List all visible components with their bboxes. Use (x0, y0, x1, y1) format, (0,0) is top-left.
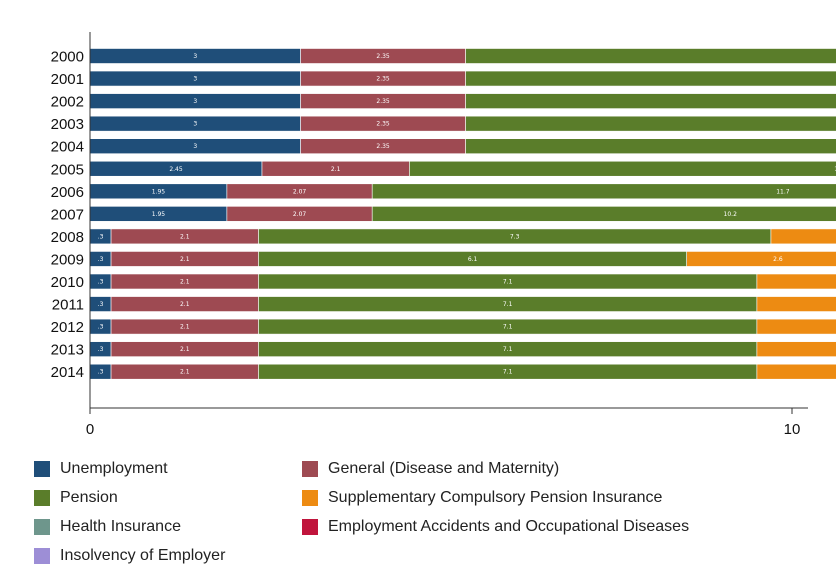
legend-item: Employment Accidents and Occupational Di… (302, 515, 689, 539)
data-label: 3 (193, 76, 197, 83)
data-label: 11.7 (776, 188, 790, 195)
category-label: 2011 (52, 297, 84, 314)
data-label: 2.07 (293, 211, 307, 218)
bar-segment (686, 251, 836, 267)
data-label: 7.3 (510, 233, 520, 240)
data-label: 7.1 (503, 346, 513, 353)
legend-swatch (34, 519, 50, 535)
legend-item: Supplementary Compulsory Pension Insuran… (302, 486, 662, 510)
bars-group: 32.35241.54.2.7.432.3521.751.54.2.7.432.… (89, 48, 836, 380)
x-tick-label: 0 (86, 421, 94, 438)
legend-swatch (302, 519, 318, 535)
data-label: .3 (98, 279, 104, 286)
data-label: 3 (193, 98, 197, 105)
data-label: 2.07 (293, 188, 307, 195)
data-label: 2.1 (180, 346, 190, 353)
legend-label: Insolvency of Employer (60, 547, 226, 564)
axes-group: 2000 2001 2002 2003 2004 2005 2006 2007 2008 2009… (51, 32, 808, 438)
legend-label: General (Disease and Maternity) (328, 460, 560, 477)
category-label: 2000 (51, 49, 84, 66)
legend-swatch (302, 461, 318, 477)
bar-segment (770, 228, 836, 245)
legend-label: Health Insurance (60, 518, 181, 535)
bar-segment (756, 296, 836, 312)
data-label: 2.1 (331, 166, 341, 173)
legend-item: Insolvency of Employer (34, 544, 225, 568)
legend-swatch (34, 461, 50, 477)
x-tick-label: 10 (784, 421, 801, 438)
category-label: 2008 (51, 229, 84, 246)
legend-item: General (Disease and Maternity) (302, 457, 559, 481)
bar-segment (756, 341, 836, 357)
category-label: 2012 (51, 319, 84, 336)
category-label: 2005 (51, 161, 84, 178)
bar-segment (465, 48, 836, 64)
data-label: 2.45 (169, 166, 183, 173)
bar-segment (465, 115, 836, 132)
data-label: 6.1 (468, 256, 478, 263)
category-label: 2014 (51, 364, 84, 381)
data-label: 2.1 (180, 256, 190, 263)
legend-swatch (34, 548, 50, 564)
legend-label: Employment Accidents and Occupational Di… (328, 518, 690, 535)
category-label: 2007 (51, 206, 84, 223)
legend-label: Pension (60, 489, 118, 506)
data-label: .3 (98, 233, 104, 240)
category-label: 2006 (51, 184, 84, 201)
data-label: 1.95 (152, 188, 166, 195)
data-label: 7.1 (503, 301, 513, 308)
data-label: 2.35 (376, 76, 390, 83)
category-label: 2010 (51, 274, 84, 291)
data-label: 2.1 (180, 369, 190, 376)
bar-segment (465, 93, 836, 109)
data-label: 2.35 (376, 53, 390, 60)
stacked-bar-chart: 32.35241.54.2.7.432.3521.751.54.2.7.432.… (51, 32, 836, 438)
data-label: 10.2 (724, 211, 738, 218)
data-label: 7.1 (503, 369, 513, 376)
data-label: .3 (98, 256, 104, 263)
data-label: 7.1 (503, 324, 513, 331)
category-label: 2009 (51, 251, 84, 268)
bar-segment (371, 206, 836, 222)
bar-segment (756, 318, 836, 335)
data-label: 2.35 (376, 143, 390, 150)
category-label: 2002 (51, 94, 84, 111)
bar-segment (371, 183, 836, 200)
data-label: 2.35 (376, 98, 390, 105)
category-label: 2013 (51, 342, 84, 359)
legend-label: Supplementary Compulsory Pension Insuran… (328, 489, 663, 506)
legend: Unemployment General (Disease and Materni… (34, 455, 834, 577)
data-label: .3 (98, 369, 104, 376)
data-label: 7.1 (503, 279, 513, 286)
data-label: .3 (98, 324, 104, 331)
data-label: 3 (193, 53, 197, 60)
bar-segment (756, 363, 836, 380)
bar-segment (409, 160, 836, 177)
bar-segment (465, 138, 836, 154)
legend-swatch (302, 490, 318, 506)
data-label: 2.1 (180, 279, 190, 286)
legend-item: Pension (34, 486, 118, 510)
data-label: 1.95 (152, 211, 166, 218)
category-label: 2004 (51, 139, 84, 156)
category-label: 2003 (51, 116, 84, 133)
legend-swatch (34, 490, 50, 506)
data-label: .3 (98, 346, 104, 353)
data-label: 2.35 (376, 121, 390, 128)
bar-segment (756, 273, 836, 290)
data-label: 12.35 (834, 166, 836, 173)
legend-label: Unemployment (60, 460, 168, 477)
data-label: .3 (98, 301, 104, 308)
legend-item: Unemployment (34, 457, 168, 481)
data-label: 2.1 (180, 233, 190, 240)
category-label: 2001 (51, 71, 84, 88)
data-label: 3 (193, 143, 197, 150)
data-label: 2.1 (180, 324, 190, 331)
data-label: 2.6 (773, 256, 783, 263)
bar-segment (465, 70, 836, 87)
legend-item: Health Insurance (34, 515, 181, 539)
data-label: 3 (193, 121, 197, 128)
data-label: 2.1 (180, 301, 190, 308)
